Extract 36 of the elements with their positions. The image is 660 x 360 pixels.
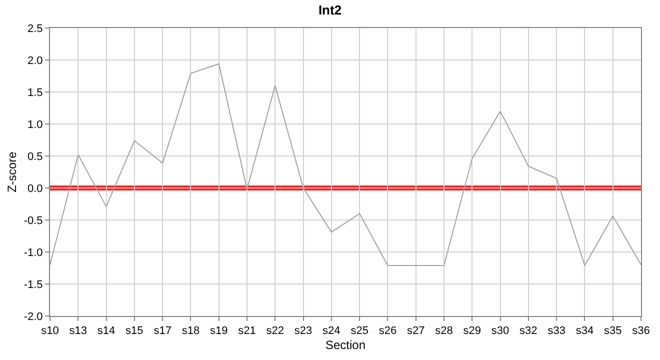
y-tick-label: -1.0: [24, 246, 43, 259]
y-tick-label: -1.5: [24, 278, 43, 291]
y-tick-label: 1.0: [28, 118, 43, 131]
x-tick-label: s22: [266, 325, 284, 338]
chart-title: Int2: [318, 2, 342, 18]
x-tick-label: s35: [604, 325, 622, 338]
x-tick-label: s14: [97, 325, 116, 338]
x-tick-label: s19: [210, 325, 228, 338]
x-axis-title: Section: [325, 338, 366, 352]
x-tick-label: s28: [435, 325, 453, 338]
x-tick-label: s13: [69, 325, 88, 338]
x-tick-label: s17: [154, 325, 172, 338]
x-tick-label: s23: [294, 325, 312, 338]
x-tick-label: s30: [491, 325, 510, 338]
x-tick-label: s33: [548, 325, 566, 338]
y-axis-title: Z-score: [5, 151, 20, 192]
y-tick-label: 2.5: [28, 22, 43, 35]
x-tick-label: s18: [182, 325, 200, 338]
y-tick-label: 0.0: [28, 182, 43, 195]
x-tick-label: s29: [463, 325, 482, 338]
y-tick-label: -2.0: [24, 310, 43, 323]
y-tick-label: 0.5: [28, 150, 43, 163]
x-tick-label: s34: [576, 325, 594, 338]
x-tick-label: s25: [350, 325, 368, 338]
x-tick-label: s10: [41, 325, 59, 338]
line-series: [50, 63, 641, 266]
x-tick-label: s36: [632, 325, 650, 338]
y-tick-label: 1.5: [28, 86, 43, 99]
x-tick-label: s24: [322, 325, 340, 338]
x-tick-label: s27: [406, 325, 425, 338]
x-tick-label: s26: [378, 325, 397, 338]
x-tick-label: s32: [520, 325, 538, 338]
x-tick-label: s21: [238, 325, 256, 338]
y-tick-label: -0.5: [24, 214, 43, 227]
x-tick-label: s15: [126, 325, 144, 338]
y-tick-label: 2.0: [28, 54, 43, 67]
